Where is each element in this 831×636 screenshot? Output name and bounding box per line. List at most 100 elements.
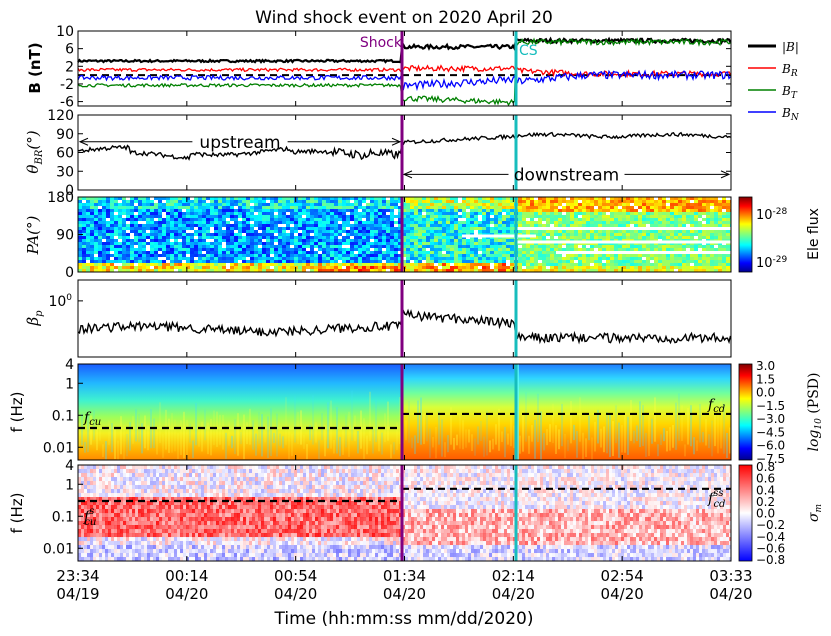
pa-cell <box>134 221 139 225</box>
sigma-cell <box>147 481 151 486</box>
pa-cell <box>406 239 411 243</box>
pa-cell <box>442 224 447 228</box>
pa-cell <box>342 209 347 213</box>
pa-cell <box>346 263 351 267</box>
pa-cell <box>234 236 239 240</box>
pa-cell <box>418 224 423 228</box>
pa-cell <box>358 212 363 216</box>
pa-cell <box>342 266 347 270</box>
pa-cell <box>130 239 135 243</box>
sigma-cell <box>108 521 112 526</box>
pa-cell <box>266 206 271 210</box>
pa-cell <box>566 221 571 225</box>
pa-cell <box>310 245 315 249</box>
pa-cell <box>702 209 707 213</box>
psd-streak <box>522 411 524 452</box>
pa-cell <box>458 248 463 252</box>
pa-cell <box>426 233 431 237</box>
pa-cell <box>494 260 499 264</box>
pa-cell <box>722 230 727 234</box>
pa-cell <box>246 233 251 237</box>
pa-cell <box>130 245 135 249</box>
sigma-cell <box>87 485 91 490</box>
sigma-cell <box>126 553 130 558</box>
pa-cell <box>198 203 203 207</box>
pa-cell <box>318 233 323 237</box>
pa-cell <box>170 236 175 240</box>
pa-cell <box>238 212 243 216</box>
pa-cell <box>726 254 731 258</box>
sigma-cell <box>147 489 151 494</box>
sigma-cell <box>93 541 97 546</box>
pa-cell <box>298 242 303 246</box>
pa-cell <box>710 215 715 219</box>
sigma-cell <box>153 537 157 542</box>
pa-cell <box>318 263 323 267</box>
pa-cell <box>570 254 575 258</box>
pa-cell <box>526 230 531 234</box>
pa-cell <box>190 224 195 228</box>
pa-cell <box>170 260 175 264</box>
pa-cell <box>362 251 367 255</box>
pa-cell <box>490 254 495 258</box>
pa-cell <box>246 266 251 270</box>
pa-cell <box>290 239 295 243</box>
pa-cell <box>142 263 147 267</box>
pa-cell <box>546 260 551 264</box>
pa-cell <box>82 266 87 270</box>
pa-cell <box>394 242 399 246</box>
pa-cell <box>370 212 375 216</box>
pa-cell <box>86 254 91 258</box>
pa-cell <box>194 224 199 228</box>
pa-cell <box>394 227 399 231</box>
pa-cell <box>342 269 347 272</box>
pa-cell <box>690 260 695 264</box>
sigma-cell <box>120 509 124 514</box>
psd-streak <box>567 439 569 452</box>
pa-cell <box>450 248 455 252</box>
pa-cell <box>714 266 719 270</box>
pa-cell <box>286 197 291 201</box>
pa-cell <box>322 218 327 222</box>
pa-cell <box>210 242 215 246</box>
pa-cell <box>262 206 267 210</box>
psd-streak <box>675 402 677 450</box>
pa-cell <box>230 206 235 210</box>
sigma-cell <box>90 541 94 546</box>
pa-cell <box>486 248 491 252</box>
pa-cell <box>110 251 115 255</box>
pa-cell <box>638 269 643 272</box>
pa-cell <box>622 230 627 234</box>
psd-streak <box>651 418 653 444</box>
pa-cell <box>566 248 571 252</box>
pa-cell <box>710 230 715 234</box>
pa-cell <box>258 227 263 231</box>
pa-cell <box>94 218 99 222</box>
pa-cell <box>694 266 699 270</box>
pa-cell <box>670 263 675 267</box>
pa-cell <box>606 257 611 261</box>
pa-cell <box>406 206 411 210</box>
pa-cell <box>338 248 343 252</box>
psd-streak <box>87 415 89 453</box>
pa-cell <box>170 248 175 252</box>
pa-cell <box>114 251 119 255</box>
sigma-cell <box>102 497 106 502</box>
pa-cell <box>378 206 383 210</box>
pa-cell <box>550 215 555 219</box>
pa-cell <box>158 227 163 231</box>
pa-cell <box>146 227 151 231</box>
pa-cell <box>370 239 375 243</box>
pa-cell <box>166 248 171 252</box>
pa-cell <box>534 215 539 219</box>
pa-cell <box>614 269 619 272</box>
pa-cell <box>122 212 127 216</box>
pa-cell <box>254 209 259 213</box>
pa-cell <box>434 230 439 234</box>
psd-streak <box>177 433 179 460</box>
pa-cell <box>490 206 495 210</box>
pa-cell <box>642 209 647 213</box>
pa-cell <box>598 221 603 225</box>
pa-cell <box>558 257 563 261</box>
pa-cell <box>310 269 315 272</box>
